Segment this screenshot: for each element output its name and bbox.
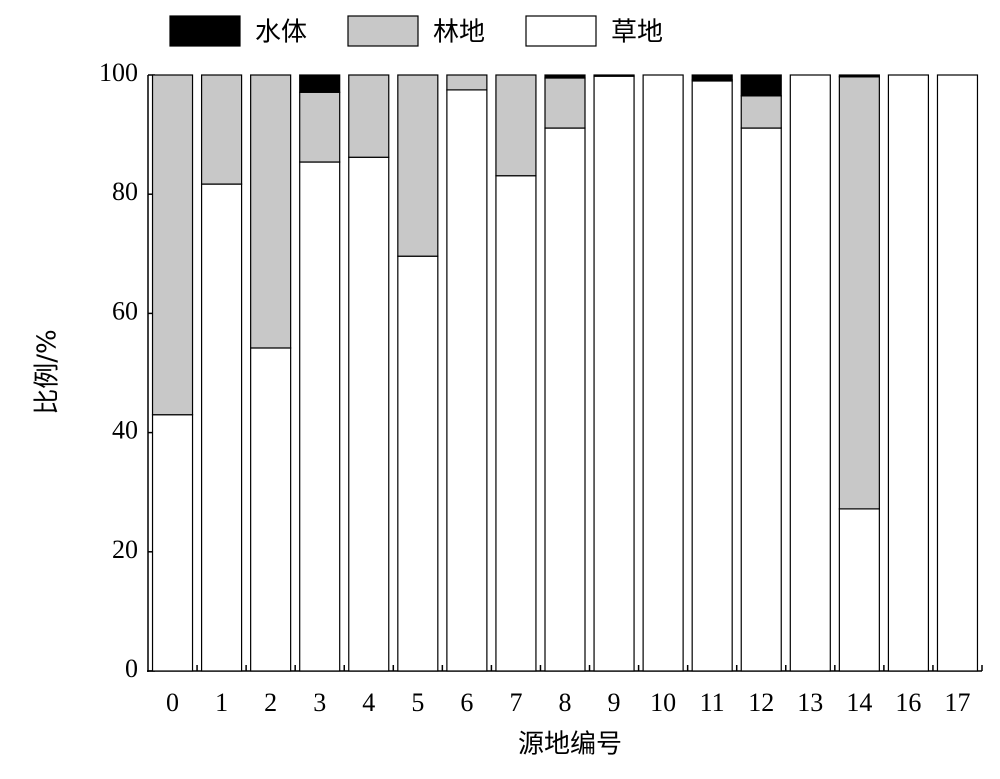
bar-segment [151,414,194,672]
bar-segment [593,75,635,672]
bar-segment [495,175,537,672]
bar-segment [446,89,488,672]
x-tick-label: 3 [313,688,326,717]
x-tick-label: 10 [650,688,676,717]
x-tick-label: 4 [362,688,375,717]
bar-segment [151,74,194,416]
x-tick-label: 1 [215,688,228,717]
bar-segment [348,156,390,672]
bar-segment [544,127,586,672]
legend-swatch [525,15,597,47]
legend-label: 草地 [611,18,663,48]
y-tick-label: 20 [112,535,138,564]
x-tick-label: 5 [411,688,424,717]
bar-segment [397,255,439,672]
bar-segment [691,80,733,672]
legend-label: 林地 [433,18,485,48]
bar-segment [446,74,488,91]
x-tick-label: 14 [846,688,872,717]
legend-label: 水体 [255,18,307,48]
y-axis-label: 比例/% [33,329,63,414]
y-tick-label: 0 [125,654,138,683]
x-tick-label: 8 [559,688,572,717]
x-tick-label: 17 [944,688,970,717]
bar-segment [544,77,586,129]
x-tick-label: 2 [264,688,277,717]
y-tick-label: 60 [112,296,138,325]
bar-segment [299,161,341,672]
bar-segment [348,74,390,158]
bar-segment [691,74,733,81]
x-tick-label: 9 [608,688,621,717]
legend-swatch [347,15,419,47]
x-tick-label: 6 [460,688,473,717]
bar-segment [642,74,684,672]
bar-segment [200,183,243,672]
bar-segment [838,76,880,510]
bar-segment [838,508,880,672]
bar-segment [740,74,782,97]
bar-segment [936,74,979,672]
x-tick-label: 16 [895,688,921,717]
bar-segment [740,127,782,672]
y-tick-label: 40 [112,416,138,445]
bar-segment [887,74,930,672]
bar-segment [299,74,341,93]
bar-segment [299,91,341,163]
x-tick-label: 0 [166,688,179,717]
x-axis-label: 源地编号 [518,730,622,760]
bar-segment [838,74,880,78]
bar-segment [789,74,831,672]
bar-segment [250,347,292,672]
legend-swatch [169,15,241,47]
bar-segment [544,74,586,79]
y-tick-label: 80 [112,177,138,206]
x-tick-label: 11 [700,688,725,717]
bar-segment [397,74,439,257]
bar-segment [593,74,635,77]
x-tick-label: 13 [797,688,823,717]
bar-segment [740,95,782,129]
bar-segment [495,74,537,177]
y-tick-label: 100 [99,58,138,87]
x-tick-label: 12 [748,688,774,717]
bar-segment [200,74,243,185]
x-tick-label: 7 [509,688,522,717]
bar-segment [250,74,292,349]
